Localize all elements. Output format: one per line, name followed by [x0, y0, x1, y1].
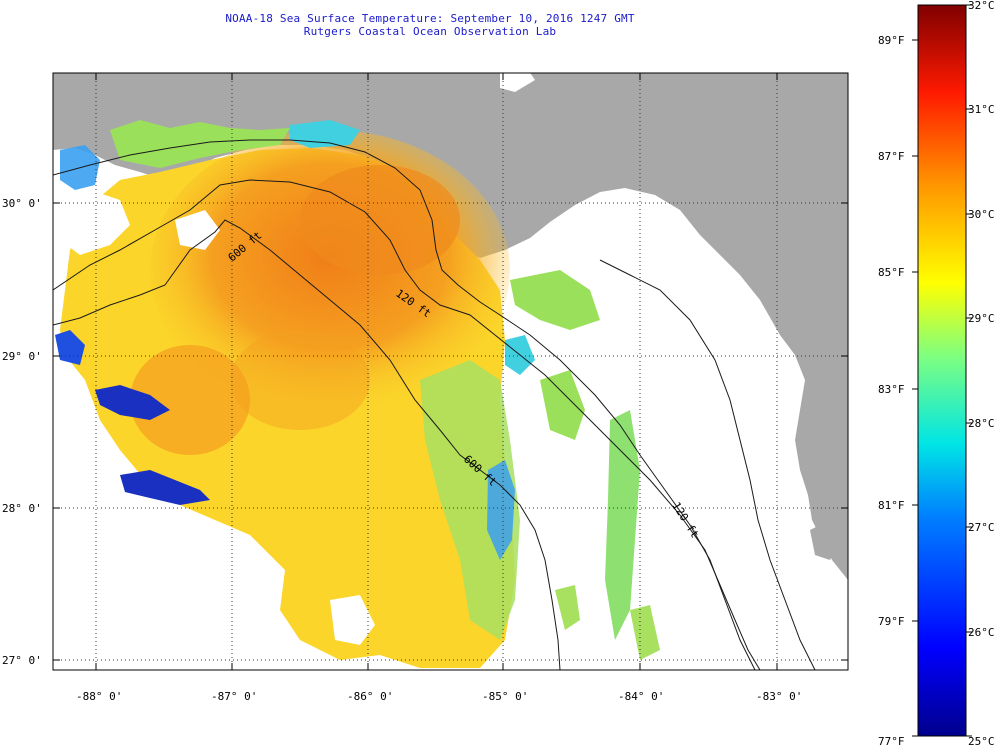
sst-cool-patch-3	[540, 370, 585, 440]
colorbar-c-28: 28°C	[968, 417, 995, 430]
lon-label-87: -87° 0'	[211, 690, 257, 703]
sst-cool-patch-6	[630, 605, 660, 660]
frame-ticks	[53, 73, 848, 670]
lon-label-86: -86° 0'	[347, 690, 393, 703]
cloud-hole-6	[500, 73, 535, 92]
colorbar	[917, 4, 967, 737]
sst-cool-east	[420, 360, 520, 640]
sst-cool-patch-2	[510, 270, 600, 330]
cloud-hole-5	[175, 210, 220, 250]
lat-label-27: 27° 0'	[2, 654, 42, 667]
lon-label-84: -84° 0'	[618, 690, 664, 703]
sst-warm-center	[230, 330, 370, 430]
colorbar-f-77: 77°F	[878, 735, 905, 748]
colorbar-c-25: 25°C	[968, 735, 995, 748]
cloud-hole-4	[330, 595, 375, 645]
lat-label-29: 29° 0'	[2, 350, 42, 363]
map-subtitle: Rutgers Coastal Ocean Observation Lab	[303, 25, 557, 38]
colorbar-ticks	[912, 4, 972, 737]
colorbar-c-31: 31°C	[968, 103, 995, 116]
map-frame	[52, 72, 849, 671]
colorbar-f-87: 87°F	[878, 150, 905, 163]
colorbar-f-89: 89°F	[878, 34, 905, 47]
colorbar-c-26: 26°C	[968, 626, 995, 639]
sst-cool-blue	[487, 460, 515, 560]
sst-cold-west-2	[120, 470, 210, 505]
sst-cold-west-1	[95, 385, 170, 420]
land-islet	[810, 520, 840, 560]
sst-cool-patch-4	[605, 410, 640, 640]
colorbar-c-29: 29°C	[968, 312, 995, 325]
colorbar-f-81: 81°F	[878, 499, 905, 512]
lon-label-85: -85° 0'	[482, 690, 528, 703]
sst-warm-ne	[300, 165, 460, 275]
lat-label-28: 28° 0'	[2, 502, 42, 515]
cloud-hole-3	[53, 520, 280, 668]
lat-label-30: 30° 0'	[2, 197, 42, 210]
lon-label-83: -83° 0'	[756, 690, 802, 703]
cloud-hole-1	[60, 190, 130, 255]
colorbar-f-83: 83°F	[878, 383, 905, 396]
lon-label-88: -88° 0'	[76, 690, 122, 703]
colorbar-c-27: 27°C	[968, 521, 995, 534]
colorbar-f-79: 79°F	[878, 615, 905, 628]
colorbar-c-30: 30°C	[968, 208, 995, 221]
sst-warm-west	[130, 345, 250, 455]
map-title: NOAA-18 Sea Surface Temperature: Septemb…	[225, 12, 635, 25]
graticule	[53, 73, 848, 670]
sst-cool-patch-5	[555, 585, 580, 630]
colorbar-c-32: 32°C	[968, 0, 995, 12]
colorbar-f-85: 85°F	[878, 266, 905, 279]
